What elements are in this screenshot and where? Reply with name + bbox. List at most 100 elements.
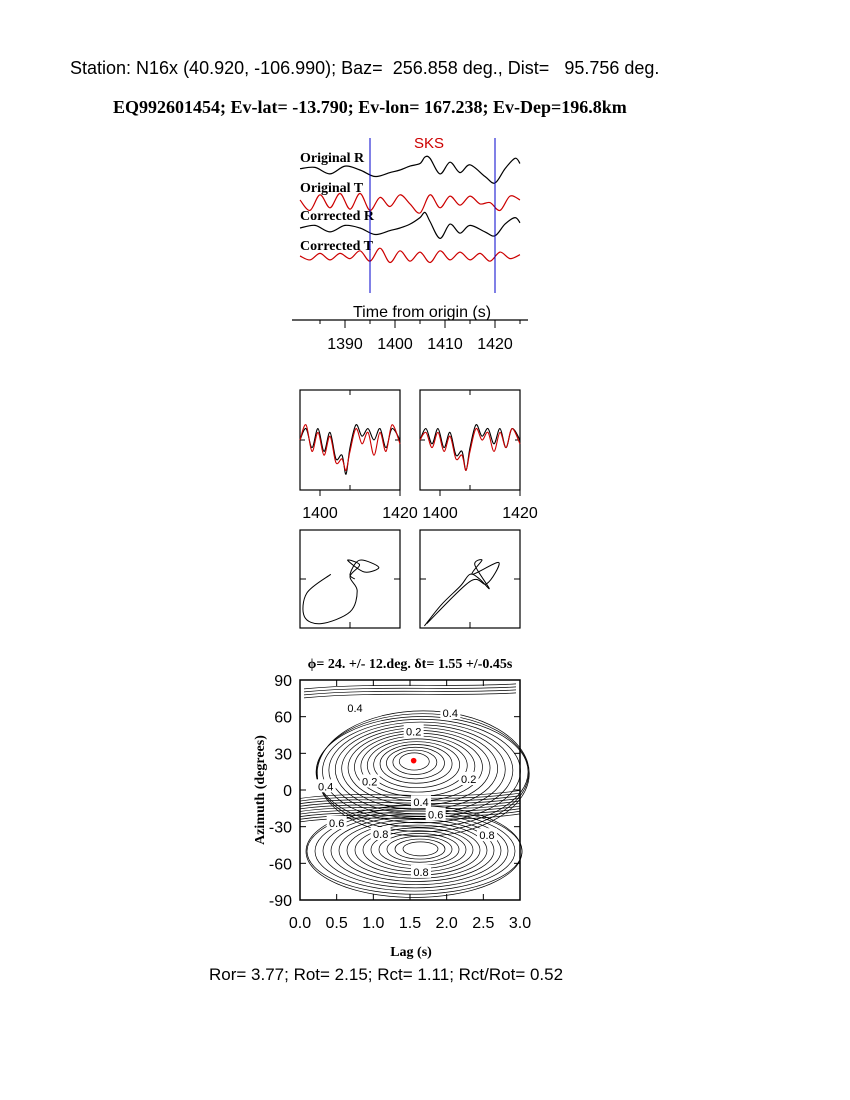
contour-label-bg [345,701,365,715]
lag-tick-label: 2.5 [472,915,494,932]
azimuth-tick-label: -60 [269,856,292,873]
time-axis-label: Time from origin (s) [353,304,491,321]
energy-contour-line [330,816,502,886]
waveform-trace-3 [299,211,521,239]
contour-label-bg [440,706,461,719]
energy-contour-line [392,749,438,775]
energy-contour-line [346,821,488,879]
phase-label-sks: SKS [414,135,444,152]
energy-contour-line [315,716,529,828]
energy-contour-line [378,833,460,866]
contour-value-label: 0.4 [413,797,428,809]
trace-label-corrected-t: Corrected T [300,239,374,254]
particle-motion-path [302,559,380,625]
waveform-trace-1 [299,155,521,184]
energy-grid-panel: ϕ= 24. +/- 12.deg. δt= 1.55 +/-0.45s 0.0… [253,657,531,960]
analysis-window-lines [369,138,496,293]
station-header: Station: N16x (40.920, -106.990); Baz= 2… [70,58,660,78]
energy-contour-line [303,692,517,699]
best-fit-point [410,757,417,764]
window-trace-2 [419,427,521,471]
lag-tick-label: 3.0 [509,915,531,932]
lag-tick-label: 1.5 [399,915,421,932]
azimuth-tick-label: 0 [283,783,292,800]
energy-contour-line [299,808,521,817]
time-axis: 1390 1400 1410 1420 [292,319,528,353]
energy-contour-line [398,752,430,771]
energy-contour-line [328,721,514,819]
window-tick-label: 1420 [382,505,418,522]
energy-contour-line [373,741,461,789]
uncorrected-particle-motion-panel [299,529,401,629]
contour-label-bg [425,807,446,821]
lag-tick-label: 0.0 [289,915,311,932]
contour-label-bg [411,864,431,878]
contour-lines [299,683,530,898]
ratio-summary: Ror= 3.77; Rot= 2.15; Rct= 1.11; Rct/Rot… [209,965,564,984]
energy-contour-line [303,683,517,690]
energy-contour-line [299,797,521,807]
particle-motion-path [424,559,500,627]
energy-contour-line [338,819,495,882]
contour-value-label: 0.4 [347,703,362,715]
azimuth-tick-label: -30 [269,820,292,837]
energy-contour-line [303,689,517,696]
window-tick-label: 1400 [302,505,338,522]
lag-tick-label: 0.5 [326,915,348,932]
contour-label-bg [477,828,497,842]
trace-labels: Original R Original T Corrected R Correc… [300,151,375,254]
energy-contour-line [402,841,439,857]
energy-contour-line [299,790,521,799]
energy-contour-line [386,746,445,780]
window-tick-label: 1420 [502,505,538,522]
contour-value-label: 0.8 [413,867,428,879]
trace-label-original-r: Original R [300,151,365,166]
energy-contour-line [386,835,453,863]
energy-contour-line [299,792,521,802]
waveform-traces [299,155,521,264]
contour-value-label: 0.6 [428,809,443,821]
grid-axes: 0.0 0.5 1.0 1.5 2.0 2.5 3.0 -90 -60 -30 0 30 60 90 [269,673,531,932]
contour-value-label: 0.4 [443,708,458,720]
energy-contour-line [299,810,521,820]
contour-value-label: 0.8 [373,829,388,841]
contour-label-bg [359,774,380,788]
time-tick-label: 1420 [477,336,513,353]
energy-contour-line [299,800,521,810]
contour-value-label: 0.4 [318,781,333,793]
contour-label-bg [403,724,424,738]
grid-title: ϕ= 24. +/- 12.deg. δt= 1.55 +/-0.45s [308,657,513,672]
lag-axis-label: Lag (s) [390,945,432,960]
trace-label-corrected-r: Corrected R [300,209,375,224]
corrected-window-panel: 1400 1420 [419,389,538,522]
waveform-trace-4 [299,247,521,264]
time-tick-label: 1400 [377,336,413,353]
waveform-panel: Original R Original T Corrected R Correc… [292,135,528,353]
trace-label-original-t: Original T [300,181,364,196]
contour-label-bg [326,816,347,829]
energy-contour-line [299,795,521,804]
contour-labels: 0.40.20.40.2 0.20.40.40.60.60.8 0.80.8 [315,701,497,879]
contour-value-label: 0.2 [461,774,476,786]
contour-label-bg [411,795,431,809]
energy-contour-line [303,686,517,693]
uncorrected-window-panel: 1400 1420 [299,389,418,522]
energy-contour-line [299,805,521,815]
contour-label-bg [370,827,391,840]
azimuth-tick-label: -90 [269,893,292,910]
contour-value-label: 0.2 [362,776,377,788]
contour-label-bg [315,779,336,793]
waveform-trace-2 [299,192,521,214]
energy-contour-line [394,838,446,860]
lag-tick-label: 1.0 [362,915,384,932]
panel-frame [419,529,521,629]
energy-contour-line [379,744,453,784]
contour-value-label: 0.2 [406,726,421,738]
contour-value-label: 0.8 [479,830,494,842]
time-tick-label: 1410 [427,336,463,353]
panel-frame [299,529,401,629]
time-tick-label: 1390 [327,336,363,353]
azimuth-tick-label: 30 [274,746,292,763]
energy-contour-line [299,813,521,823]
